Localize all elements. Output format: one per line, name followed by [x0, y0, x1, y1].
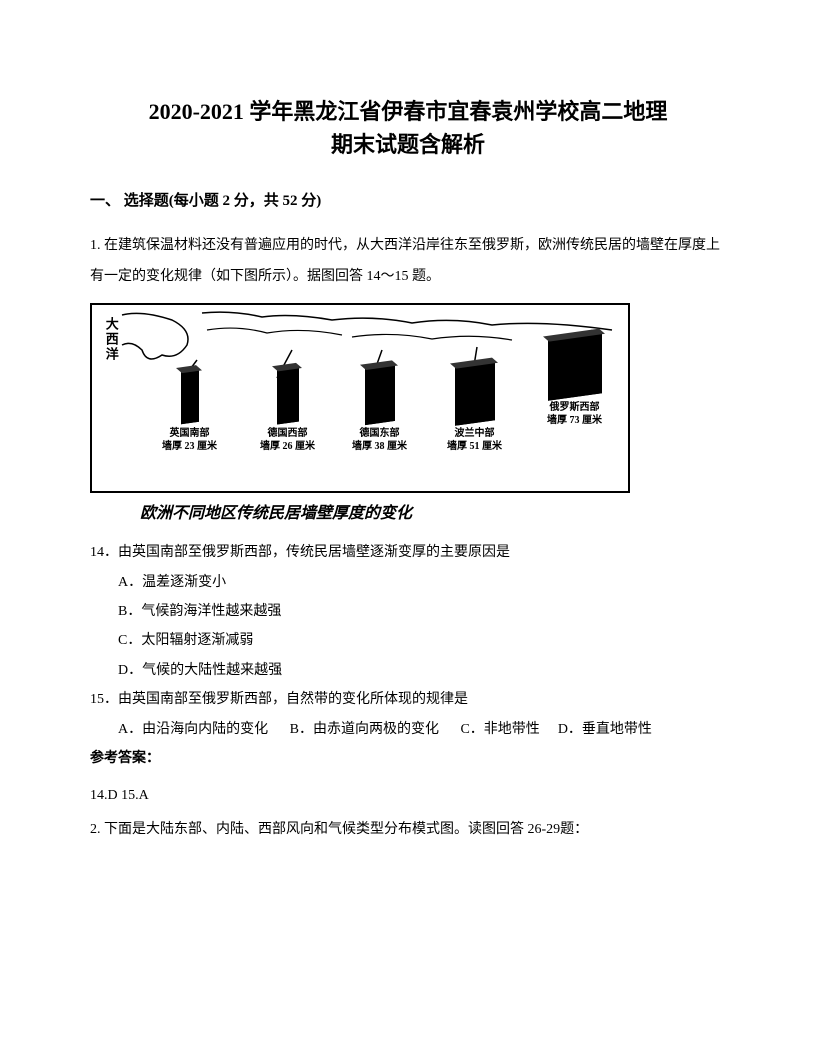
answer-label: 参考答案：: [90, 744, 726, 773]
q15-option-b: B．由赤道向两极的变化: [290, 722, 439, 737]
figure-caption: 欧洲不同地区传统民居墙壁厚度的变化: [140, 501, 726, 527]
wall-group-4: 俄罗斯西部墙厚 73 厘米: [547, 337, 602, 427]
wall-group-0: 英国南部墙厚 23 厘米: [162, 371, 217, 453]
q14-option-c: C．太阳辐射逐渐减弱: [90, 626, 726, 655]
q14-option-d: D．气候的大陆性越来越强: [90, 656, 726, 685]
q15-text: 15．由英国南部至俄罗斯西部，自然带的变化所体现的规律是: [90, 685, 726, 714]
wall-shape: [455, 362, 495, 426]
page-title: 2020-2021 学年黑龙江省伊春市宜春袁州学校高二地理 期末试题含解析: [90, 95, 726, 161]
wall-shape: [365, 364, 395, 424]
wall-group-1: 德国西部墙厚 26 厘米: [260, 369, 315, 453]
q14-option-b: B．气候韵海洋性越来越强: [90, 597, 726, 626]
q15-option-a: A．由沿海向内陆的变化: [118, 722, 268, 737]
q1-intro: 1. 在建筑保温材料还没有普遍应用的时代，从大西洋沿岸往东至俄罗斯，欧洲传统民居…: [90, 231, 726, 293]
figure-map: 大西洋 英国南部墙厚 23 厘米德国西部墙厚 26 厘米德国东部墙厚 38 厘米…: [90, 303, 630, 493]
title-line-2: 期末试题含解析: [90, 128, 726, 161]
wall-shape: [548, 333, 602, 401]
figure-container: 大西洋 英国南部墙厚 23 厘米德国西部墙厚 26 厘米德国东部墙厚 38 厘米…: [90, 303, 726, 527]
wall-shape: [181, 369, 199, 424]
q15-options: A．由沿海向内陆的变化 B．由赤道向两极的变化 C．非地带性 D．垂直地带性: [90, 715, 726, 744]
answer-text: 14.D 15.A: [90, 781, 726, 810]
q2-text: 2. 下面是大陆东部、内陆、西部风向和气候类型分布模式图。读图回答 26-29题…: [90, 817, 726, 842]
wall-label: 俄罗斯西部墙厚 73 厘米: [547, 401, 602, 427]
wall-label: 德国西部墙厚 26 厘米: [260, 427, 315, 453]
section-header: 一、 选择题(每小题 2 分，共 52 分): [90, 189, 726, 213]
wall-label: 英国南部墙厚 23 厘米: [162, 427, 217, 453]
wall-group-3: 波兰中部墙厚 51 厘米: [447, 365, 502, 453]
wall-group-2: 德国东部墙厚 38 厘米: [352, 367, 407, 453]
wall-label: 德国东部墙厚 38 厘米: [352, 427, 407, 453]
q14-text: 14．由英国南部至俄罗斯西部，传统民居墙壁逐渐变厚的主要原因是: [90, 538, 726, 567]
title-line-1: 2020-2021 学年黑龙江省伊春市宜春袁州学校高二地理: [90, 95, 726, 128]
q15-option-d: D．垂直地带性: [558, 722, 652, 737]
wall-label: 波兰中部墙厚 51 厘米: [447, 427, 502, 453]
q14-option-a: A．温差逐渐变小: [90, 568, 726, 597]
q15-option-c: C．非地带性: [460, 722, 539, 737]
wall-shape: [277, 367, 299, 424]
